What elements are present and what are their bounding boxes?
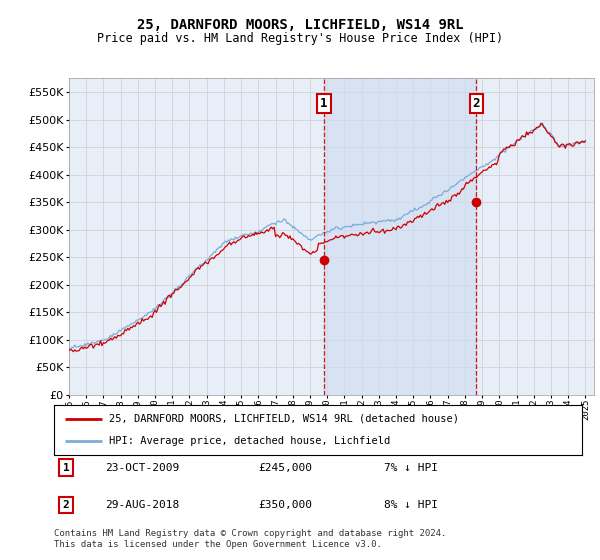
Text: 29-AUG-2018: 29-AUG-2018 [105, 500, 179, 510]
Text: 1: 1 [62, 463, 70, 473]
Text: 2: 2 [473, 97, 480, 110]
Text: 2: 2 [62, 500, 70, 510]
Text: HPI: Average price, detached house, Lichfield: HPI: Average price, detached house, Lich… [109, 436, 391, 446]
Text: 23-OCT-2009: 23-OCT-2009 [105, 463, 179, 473]
Bar [324, 78, 476, 395]
Text: Contains HM Land Registry data © Crown copyright and database right 2024.
This d: Contains HM Land Registry data © Crown c… [54, 529, 446, 549]
Text: Price paid vs. HM Land Registry's House Price Index (HPI): Price paid vs. HM Land Registry's House … [97, 32, 503, 45]
Text: £350,000: £350,000 [258, 500, 312, 510]
Text: 7% ↓ HPI: 7% ↓ HPI [384, 463, 438, 473]
Text: 25, DARNFORD MOORS, LICHFIELD, WS14 9RL: 25, DARNFORD MOORS, LICHFIELD, WS14 9RL [137, 18, 463, 32]
Text: 8% ↓ HPI: 8% ↓ HPI [384, 500, 438, 510]
Text: 1: 1 [320, 97, 328, 110]
Text: £245,000: £245,000 [258, 463, 312, 473]
Text: 25, DARNFORD MOORS, LICHFIELD, WS14 9RL (detached house): 25, DARNFORD MOORS, LICHFIELD, WS14 9RL … [109, 414, 460, 424]
